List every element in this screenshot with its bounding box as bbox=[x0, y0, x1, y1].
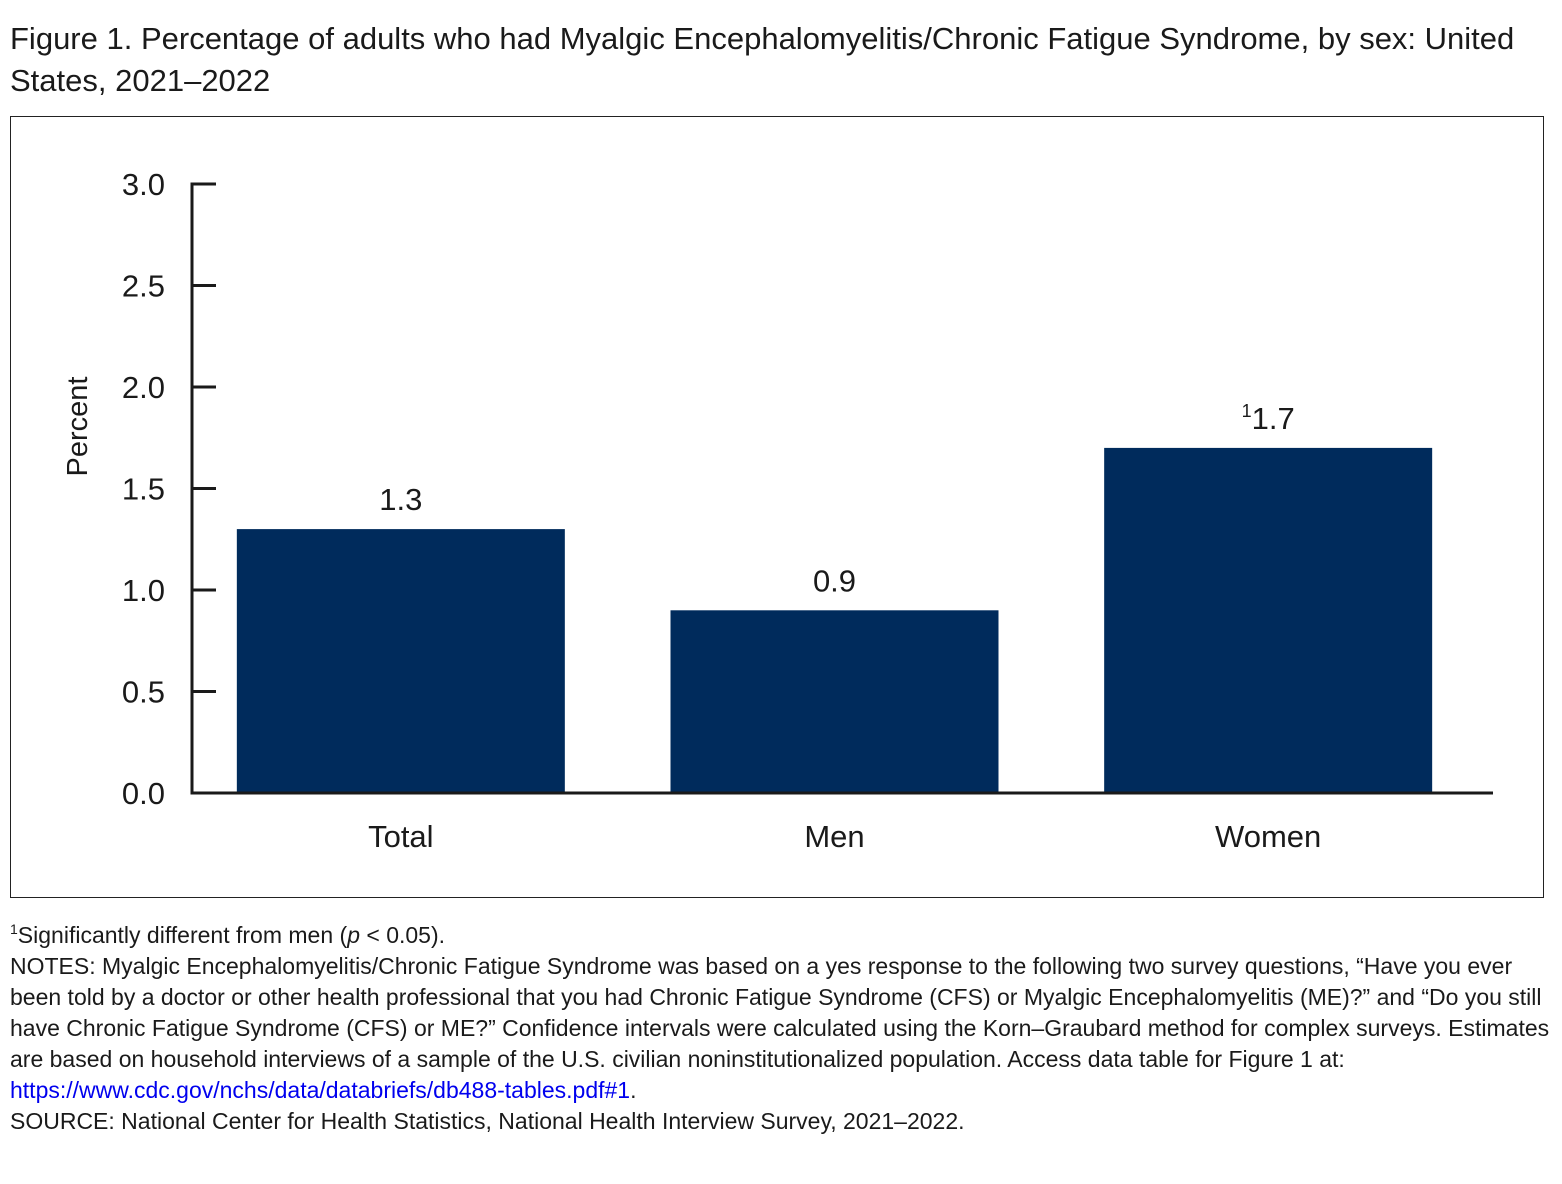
data-label-total: 1.3 bbox=[379, 482, 422, 517]
notes-text: NOTES: Myalgic Encephalomyelitis/Chronic… bbox=[10, 953, 1550, 1072]
data-label-superscript: 1 bbox=[1242, 401, 1252, 421]
significance-text: Significantly different from men ( bbox=[17, 922, 348, 948]
source-line: SOURCE: National Center for Health Stati… bbox=[10, 1108, 965, 1134]
y-tick-label: 0.5 bbox=[122, 675, 165, 710]
y-tick-label: 3.0 bbox=[122, 167, 165, 202]
y-axis-title: Percent bbox=[62, 377, 94, 477]
data-label-value: 1.7 bbox=[1252, 401, 1295, 436]
y-tick-label: 2.0 bbox=[122, 370, 165, 405]
bar-chart: 1.3 Total 0.9 Men 11.7 Women 0.0 0.5 1.0 1.5 2.0 2.… bbox=[62, 167, 1493, 854]
footnote-marker: 1 bbox=[10, 921, 18, 937]
data-table-link[interactable]: https://www.cdc.gov/nchs/data/databriefs… bbox=[10, 1077, 631, 1103]
x-tick-label-women: Women bbox=[1215, 819, 1321, 854]
y-tick-label: 1.5 bbox=[122, 472, 165, 507]
notes-paragraph: NOTES: Myalgic Encephalomyelitis/Chronic… bbox=[10, 951, 1550, 1106]
data-label-women: 11.7 bbox=[1242, 401, 1295, 436]
figure-title: Figure 1. Percentage of adults who had M… bbox=[10, 21, 1515, 98]
y-tick-label: 1.0 bbox=[122, 573, 165, 608]
significance-footnote: 1Significantly different from men (p < 0… bbox=[10, 920, 1550, 951]
chart-frame: 1.3 Total 0.9 Men 11.7 Women 0.0 0.5 1.0 1.5 2.0 2.… bbox=[10, 116, 1544, 898]
x-tick-label-men: Men bbox=[804, 819, 864, 854]
bar-total bbox=[236, 529, 565, 793]
significance-threshold: < 0.05). bbox=[359, 922, 446, 948]
footnotes: 1Significantly different from men (p < 0… bbox=[10, 920, 1550, 1137]
notes-end: . bbox=[630, 1077, 637, 1103]
y-tick-label: 2.5 bbox=[122, 269, 165, 304]
x-tick-label-total: Total bbox=[368, 819, 433, 854]
bar-women bbox=[1104, 447, 1433, 793]
p-symbol: p bbox=[347, 922, 360, 948]
data-label-men: 0.9 bbox=[813, 563, 856, 598]
y-tick-label: 0.0 bbox=[122, 776, 165, 811]
bar-men bbox=[670, 610, 999, 793]
